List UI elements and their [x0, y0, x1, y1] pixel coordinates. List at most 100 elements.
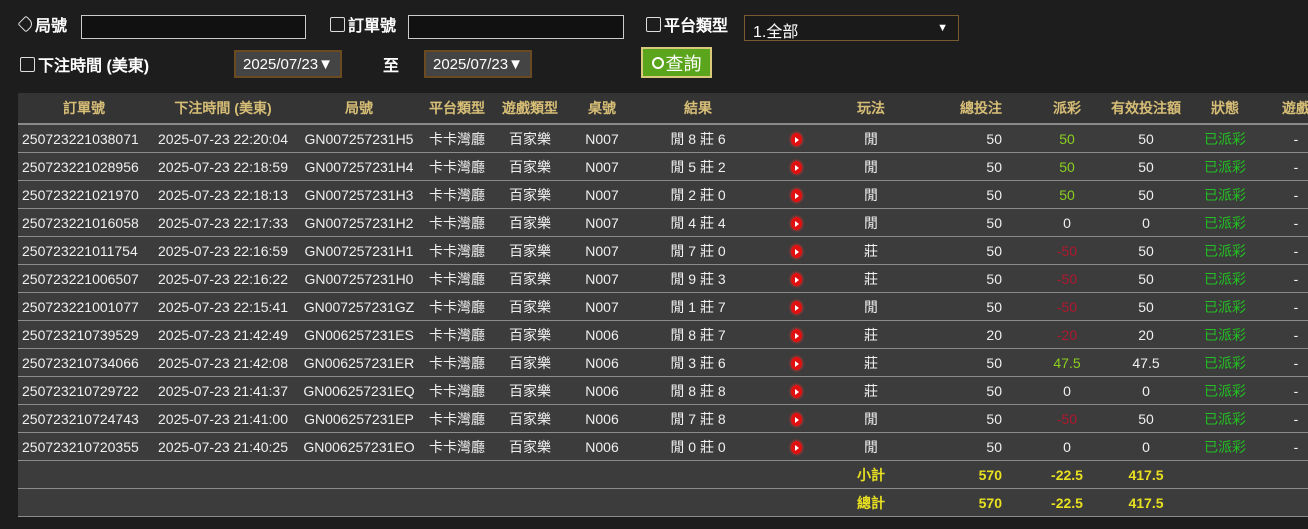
platform: 卡卡灣廳	[422, 124, 492, 153]
status: 已派彩	[1188, 264, 1262, 293]
grand-total-row: 總計 570 -22.5 417.5	[18, 488, 1308, 517]
total-bet: 50	[910, 152, 1030, 181]
platform: 卡卡灣廳	[422, 348, 492, 377]
play-icon[interactable]	[790, 301, 802, 315]
payout: -20	[1030, 320, 1104, 349]
status: 已派彩	[1188, 236, 1262, 265]
play-icon[interactable]	[790, 441, 802, 455]
empty-cell	[1262, 460, 1308, 489]
payout: 0	[1030, 376, 1104, 405]
status: 已派彩	[1188, 320, 1262, 349]
play-icon[interactable]	[790, 357, 802, 371]
bet-time: 2025-07-23 22:20:04	[150, 124, 296, 153]
table-id: N007	[568, 208, 636, 237]
result: 閒 9 莊 3	[636, 264, 760, 293]
table-id: N007	[568, 236, 636, 265]
round-id: GN006257231EO	[296, 432, 422, 461]
play-icon[interactable]	[790, 385, 802, 399]
column-header: 玩法	[832, 93, 910, 125]
round-id: GN007257231GZ	[296, 292, 422, 321]
valid-bet: 0	[1104, 432, 1188, 461]
table-id: N007	[568, 264, 636, 293]
status: 已派彩	[1188, 124, 1262, 153]
platform: 卡卡灣廳	[422, 152, 492, 181]
result: 閒 2 莊 0	[636, 180, 760, 209]
replay-cell	[760, 124, 832, 153]
empty-cell	[422, 488, 492, 517]
table-row: 250723210724743 2025-07-23 21:41:00 GN0062…	[18, 404, 1308, 433]
bet-time: 2025-07-23 21:42:49	[150, 320, 296, 349]
total-bet: 50	[910, 348, 1030, 377]
order-id: 250723221028956	[18, 152, 150, 181]
play-icon[interactable]	[790, 329, 802, 343]
replay-cell	[760, 152, 832, 181]
table-id: N006	[568, 376, 636, 405]
bet-type: 莊	[832, 348, 910, 377]
table-id: N007	[568, 124, 636, 153]
column-header: 有效投注額	[1104, 93, 1188, 125]
date-from-picker[interactable]: 2025/07/23▼	[234, 50, 342, 78]
table-id: N006	[568, 320, 636, 349]
play-icon[interactable]	[790, 133, 802, 147]
status: 已派彩	[1188, 432, 1262, 461]
table-row: 250723221011754 2025-07-23 22:16:59 GN0072…	[18, 236, 1308, 265]
empty-cell	[760, 460, 832, 489]
bet-time: 2025-07-23 21:41:37	[150, 376, 296, 405]
order-id: 250723221038071	[18, 124, 150, 153]
empty-cell	[636, 460, 760, 489]
summary-valid-bet: 417.5	[1104, 460, 1188, 489]
game-type: 百家樂	[492, 404, 568, 433]
round-id: GN007257231H4	[296, 152, 422, 181]
bet-time: 2025-07-23 22:18:59	[150, 152, 296, 181]
total-bet: 50	[910, 292, 1030, 321]
bet-time: 2025-07-23 21:40:25	[150, 432, 296, 461]
valid-bet: 47.5	[1104, 348, 1188, 377]
round-id: GN007257231H2	[296, 208, 422, 237]
order-id: 250723221001077	[18, 292, 150, 321]
total-bet: 50	[910, 264, 1030, 293]
time-label-text: 下注時間 (美東)	[38, 58, 150, 75]
bet-type: 閒	[832, 180, 910, 209]
date-to-picker[interactable]: 2025/07/23▼	[424, 50, 532, 78]
order-id: 250723221006507	[18, 264, 150, 293]
bet-time: 2025-07-23 22:18:13	[150, 180, 296, 209]
replay-cell	[760, 376, 832, 405]
game-type: 百家樂	[492, 292, 568, 321]
calendar-icon	[20, 56, 35, 72]
bet-type: 閒	[832, 404, 910, 433]
platform: 卡卡灣廳	[422, 236, 492, 265]
table-id: N007	[568, 292, 636, 321]
replay-cell	[760, 208, 832, 237]
payout: 0	[1030, 432, 1104, 461]
table-id: N006	[568, 404, 636, 433]
order-input[interactable]	[408, 15, 624, 39]
game-extra: -	[1262, 292, 1308, 321]
query-button[interactable]: 查詢	[641, 47, 712, 78]
game-extra: -	[1262, 376, 1308, 405]
valid-bet: 50	[1104, 180, 1188, 209]
order-id: 250723210724743	[18, 404, 150, 433]
empty-cell	[422, 460, 492, 489]
empty-cell	[1188, 488, 1262, 517]
game-type: 百家樂	[492, 180, 568, 209]
replay-cell	[760, 264, 832, 293]
empty-cell	[636, 488, 760, 517]
play-icon[interactable]	[790, 189, 802, 203]
game-type: 百家樂	[492, 432, 568, 461]
play-icon[interactable]	[790, 245, 802, 259]
summary-payout: -22.5	[1030, 488, 1104, 517]
chevron-down-icon: ▼	[937, 22, 948, 34]
table-row: 250723221001077 2025-07-23 22:15:41 GN0072…	[18, 292, 1308, 321]
valid-bet: 0	[1104, 208, 1188, 237]
play-icon[interactable]	[790, 217, 802, 231]
round-input[interactable]	[81, 15, 306, 39]
platform-select[interactable]: 1.全部 ▼	[744, 15, 959, 41]
play-icon[interactable]	[790, 413, 802, 427]
play-icon[interactable]	[790, 161, 802, 175]
order-id: 250723210729722	[18, 376, 150, 405]
round-id: GN006257231ER	[296, 348, 422, 377]
replay-cell	[760, 348, 832, 377]
replay-cell	[760, 320, 832, 349]
play-icon[interactable]	[790, 273, 802, 287]
total-bet: 50	[910, 376, 1030, 405]
